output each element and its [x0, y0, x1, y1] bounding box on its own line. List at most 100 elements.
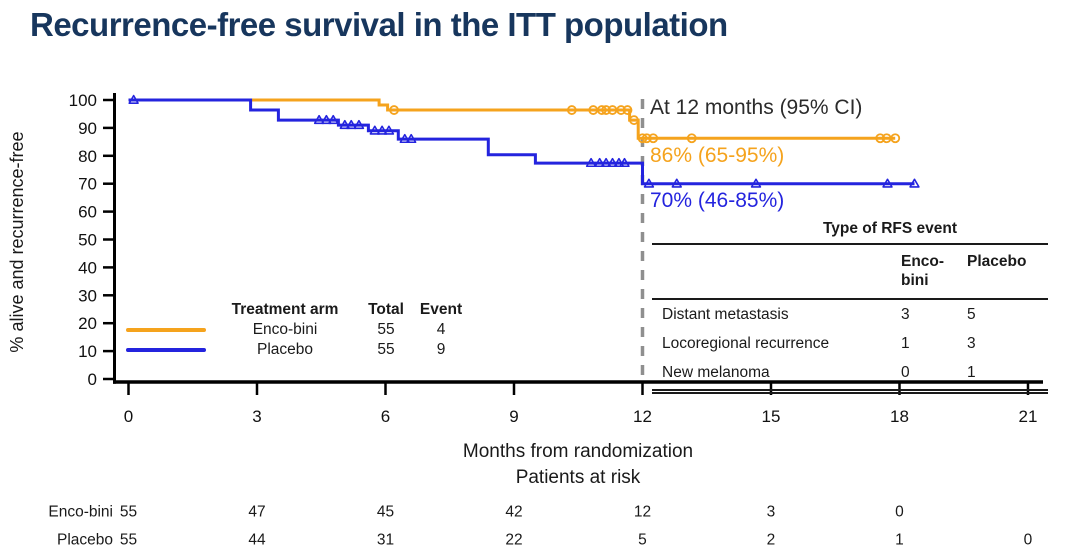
rfs-row-label: Distant metastasis: [662, 305, 789, 323]
y-tick-label: 90: [78, 119, 97, 138]
rfs-table-rule-mid: [652, 298, 1048, 300]
censor-triangle-marker: [671, 178, 682, 188]
x-axis-ticks: 0 3 6 9 12 15 18 21: [124, 383, 1038, 426]
legend-event-placebo: 9: [436, 341, 446, 358]
risk-row-enco-bini: Enco-bini 55 47 45 42 12 3 0: [48, 504, 904, 521]
rfs-header-spacer: [652, 252, 901, 290]
patients-at-risk-title: Patients at risk: [515, 467, 641, 488]
censor-circle-marker: [622, 105, 633, 115]
risk-count: 0: [1024, 532, 1033, 549]
censor-markers-placebo: [128, 94, 920, 188]
censor-triangle-marker: [128, 94, 139, 104]
legend-total-encobini: 55: [377, 321, 395, 338]
x-tick-label: 12: [633, 407, 652, 426]
risk-count: 5: [638, 532, 647, 549]
censor-circle-marker: [648, 133, 659, 144]
series-curve-enco-bini: [128, 98, 896, 140]
risk-row-placebo: Placebo 55 44 31 22 5 2 1 0: [57, 532, 1033, 549]
risk-count: 2: [767, 532, 776, 549]
treatment-arm-legend: Treatment arm Total Event Enco-bini 55 4…: [120, 300, 470, 360]
legend-arm-encobini: Enco-bini: [252, 321, 318, 338]
y-tick-label: 40: [78, 258, 97, 277]
y-axis-title: % alive and recurrence-free: [7, 131, 27, 353]
censor-triangle-marker: [619, 157, 630, 168]
rfs-row-label: New melanoma: [662, 363, 770, 381]
rfs-row-enco-value: 1: [901, 334, 910, 352]
censor-triangle-marker: [376, 125, 388, 135]
rfs-event-table: Type of RFS event Enco-bini Placebo Dist…: [652, 220, 1048, 394]
risk-count: 3: [767, 504, 776, 521]
x-tick-label: 21: [1019, 407, 1038, 426]
censor-circle-marker: [686, 133, 697, 144]
censor-circle-marker: [601, 105, 611, 115]
legend-swatch-encobini: [120, 320, 210, 340]
risk-count: 55: [120, 504, 137, 521]
legend-header-total: Total: [368, 301, 404, 318]
annotation-encobini-estimate: 86% (65-95%): [650, 144, 785, 167]
censor-circle-marker: [616, 105, 626, 115]
series-curve-placebo: [128, 98, 915, 186]
censor-triangle-marker: [405, 133, 417, 144]
legend-swatch-placebo: [120, 340, 210, 360]
censor-triangle-marker: [882, 178, 893, 188]
censor-triangle-marker: [346, 119, 357, 130]
legend-arm-placebo: Placebo: [256, 341, 313, 358]
x-tick-label: 18: [890, 407, 909, 426]
x-tick-label: 0: [124, 407, 133, 426]
y-axis-ticks: 0 10 20 30 40 50 60 70 80 90 100: [69, 91, 114, 389]
page-title: Recurrence-free survival in the ITT popu…: [30, 6, 728, 43]
rfs-row-new-melanoma: New melanoma 0 1: [652, 358, 1048, 387]
censor-triangle-marker: [328, 114, 339, 125]
rfs-row-enco-value: 0: [901, 363, 910, 381]
risk-count: 22: [505, 532, 522, 549]
risk-count: 12: [634, 504, 651, 521]
censor-circle-marker: [637, 133, 648, 144]
censor-circle-marker: [641, 133, 652, 144]
censor-triangle-marker: [321, 114, 332, 125]
x-axis-title: Months from randomization: [462, 441, 694, 462]
y-tick-label: 50: [78, 231, 97, 250]
risk-count: 42: [505, 504, 522, 521]
censor-triangle-marker: [594, 157, 605, 168]
legend-header-event: Event: [419, 301, 463, 318]
rfs-row-placebo-value: 3: [967, 334, 976, 352]
rfs-header-placebo: Placebo: [967, 253, 1027, 270]
risk-count: 55: [120, 532, 137, 549]
risk-row-label: Placebo: [57, 532, 113, 549]
x-tick-label: 9: [509, 407, 518, 426]
x-tick-label: 3: [252, 407, 261, 426]
legend-total-placebo: 55: [377, 341, 395, 358]
rfs-table-title: Type of RFS event: [822, 220, 958, 237]
risk-count: 44: [248, 532, 266, 549]
censor-circle-marker: [596, 105, 607, 115]
rfs-row-distant-metastasis: Distant metastasis 3 5: [652, 300, 1048, 329]
censor-triangle-marker: [600, 157, 612, 168]
risk-count: 47: [248, 504, 265, 521]
x-tick-label: 15: [762, 407, 781, 426]
y-tick-label: 30: [78, 286, 97, 305]
censor-triangle-marker: [643, 178, 655, 188]
censor-triangle-marker: [313, 114, 325, 125]
censor-triangle-marker: [909, 178, 920, 188]
rfs-row-placebo-value: 1: [967, 363, 976, 381]
legend-header-arm: Treatment arm: [231, 301, 339, 318]
rfs-row-locoregional-recurrence: Locoregional recurrence 1 3: [652, 329, 1048, 358]
censor-circle-marker: [389, 105, 399, 115]
y-tick-label: 20: [78, 314, 97, 333]
risk-count: 45: [377, 504, 394, 521]
censor-triangle-marker: [339, 119, 351, 130]
censor-triangle-marker: [353, 119, 365, 130]
risk-row-label: Enco-bini: [48, 504, 113, 521]
rfs-table-rule-bottom: [652, 389, 1048, 394]
censor-triangle-marker: [607, 157, 618, 168]
censor-triangle-marker: [369, 125, 380, 135]
risk-count: 1: [895, 532, 904, 549]
rfs-table-header-row: Enco-bini Placebo: [652, 245, 1048, 298]
annotation-12mo-heading: At 12 months (95% CI): [650, 96, 863, 119]
rfs-row-enco-value: 3: [901, 305, 910, 323]
y-tick-label: 60: [78, 203, 97, 222]
rfs-table-rule-top: [652, 243, 1048, 245]
y-tick-label: 0: [88, 370, 97, 389]
rfs-header-encobini: Enco-bini: [901, 253, 945, 289]
